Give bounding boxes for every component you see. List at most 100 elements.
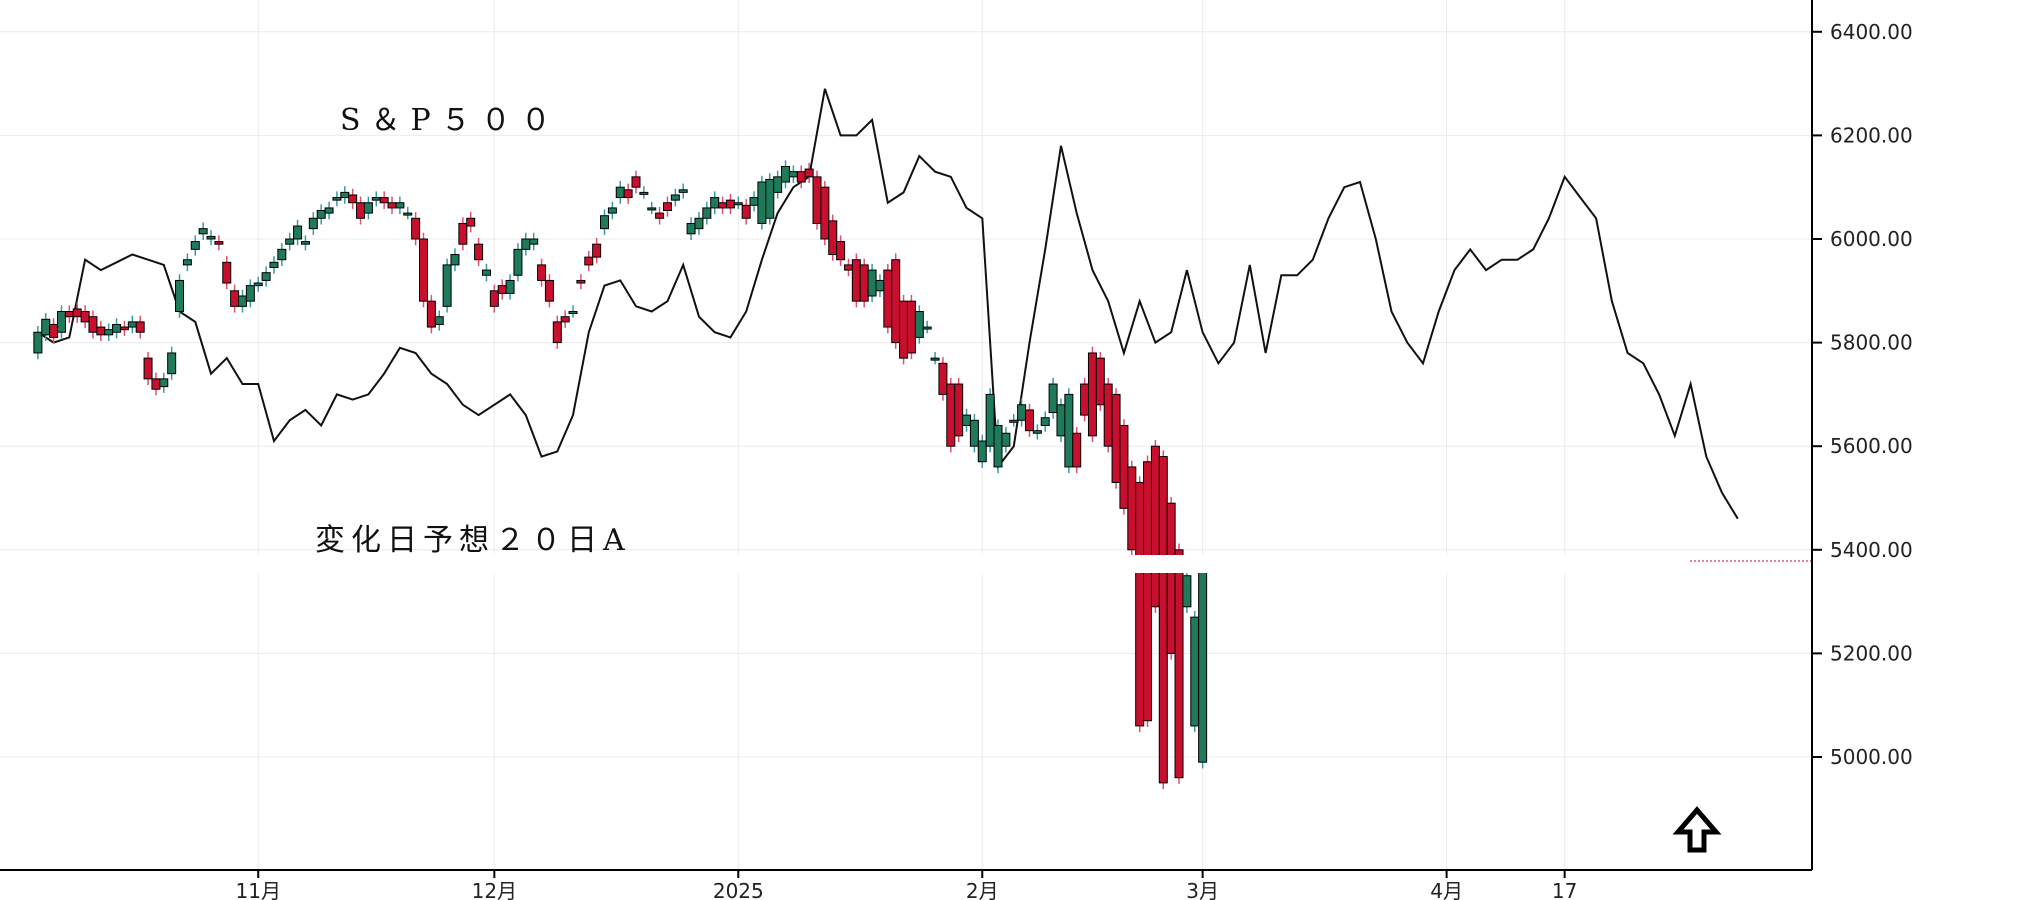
candle-body (356, 202, 366, 219)
candle-body (458, 222, 468, 245)
candle-body (804, 168, 814, 178)
candle-body (977, 440, 987, 463)
candle-body (796, 171, 806, 183)
candle-body (969, 419, 979, 447)
candle-body (922, 326, 932, 330)
mask-band (0, 555, 1640, 573)
candle-body (80, 311, 90, 323)
candle-body (332, 197, 342, 201)
candle-body (316, 210, 326, 219)
candle-body (828, 220, 838, 256)
candle-body (662, 202, 672, 212)
candle-body (836, 241, 846, 261)
candle-body (72, 308, 82, 318)
candle-body (175, 279, 185, 313)
candle-body (1198, 570, 1208, 763)
x-tick-label: 4月 (1430, 879, 1463, 900)
candle-body (725, 199, 735, 209)
chart-overlay (0, 555, 1812, 573)
candle-body (702, 207, 712, 219)
candle-body (584, 256, 594, 266)
y-tick-label: 5000.00 (1830, 745, 1913, 769)
candle-body (938, 362, 948, 395)
candle-body (1024, 409, 1034, 432)
candle-body (1190, 616, 1200, 727)
candle-body (1001, 432, 1011, 447)
candle-body (56, 311, 66, 333)
candle-body (1056, 404, 1066, 437)
candle-body (379, 197, 389, 204)
candle-body (647, 207, 657, 211)
candle-body (88, 316, 98, 333)
x-axis-ticks: 11月 12月 2025 2月 3月 4月 17 (236, 870, 1577, 900)
candle-body (1158, 456, 1168, 784)
candle-body (623, 189, 633, 199)
y-tick-label: 5400.00 (1830, 538, 1913, 562)
candle-body (1040, 417, 1050, 426)
candle-body (127, 321, 137, 328)
candle-body (1143, 461, 1153, 722)
candle-body (1182, 575, 1192, 608)
candle-body (749, 197, 759, 206)
candle-body (788, 171, 798, 178)
candle-body (639, 191, 649, 195)
candle-body (1150, 445, 1160, 608)
candle-body (41, 318, 51, 336)
candle-body (403, 212, 413, 216)
x-tick-label: 11月 (236, 879, 281, 900)
candle-body (1166, 502, 1176, 654)
candle-body (371, 197, 381, 201)
candle-body (1095, 357, 1105, 406)
candle-body (592, 243, 602, 258)
candle-body (615, 186, 625, 199)
candle-body (521, 238, 531, 250)
candle-body (308, 217, 318, 230)
candle-body (875, 279, 885, 292)
candle-body (434, 316, 444, 325)
candle-body (450, 254, 460, 266)
x-tick-label: 2月 (966, 879, 999, 900)
candle-body (1127, 466, 1137, 551)
candle-body (387, 202, 397, 209)
candle-body (411, 217, 421, 240)
candle-body (285, 238, 295, 245)
candle-body (781, 165, 791, 183)
candle-body (222, 261, 232, 284)
candle-body (899, 300, 909, 359)
candle-body (757, 181, 767, 224)
y-tick-label: 6400.00 (1830, 20, 1913, 44)
chart-title: S＆P５００ (340, 103, 561, 138)
y-axis-ticks: 5000.00 5200.00 5400.00 5600.00 5800.00 6000.… (1812, 20, 1913, 769)
candle-body (466, 217, 476, 227)
candle-body (733, 202, 743, 206)
candle-body (694, 217, 704, 230)
y-tick-label: 5800.00 (1830, 331, 1913, 355)
candle-body (214, 241, 224, 245)
candle-body (544, 279, 554, 302)
y-tick-label: 6200.00 (1830, 123, 1913, 147)
candle-body (64, 311, 74, 318)
candle-body (513, 248, 523, 276)
candle-body (560, 316, 570, 323)
candle-body (670, 194, 680, 201)
candle-body (300, 241, 310, 245)
candle-body (851, 259, 861, 302)
candle-body (1174, 549, 1184, 779)
candle-body (600, 215, 610, 230)
candle-body (631, 176, 641, 188)
candle-body (718, 202, 728, 209)
candle-body (773, 176, 783, 193)
y-tick-label: 6000.00 (1830, 227, 1913, 251)
candle-body (1119, 424, 1129, 509)
candle-body (537, 264, 547, 281)
candle-body (1032, 430, 1042, 434)
candle-body (946, 383, 956, 447)
candle-body (883, 269, 893, 328)
candle-body (1080, 383, 1090, 416)
candle-body (481, 269, 491, 276)
candle-body (962, 414, 972, 426)
candle-body (914, 311, 924, 338)
y-tick-label: 5200.00 (1830, 641, 1913, 665)
arrow-up-icon (1672, 806, 1722, 853)
candle-body (442, 264, 452, 307)
